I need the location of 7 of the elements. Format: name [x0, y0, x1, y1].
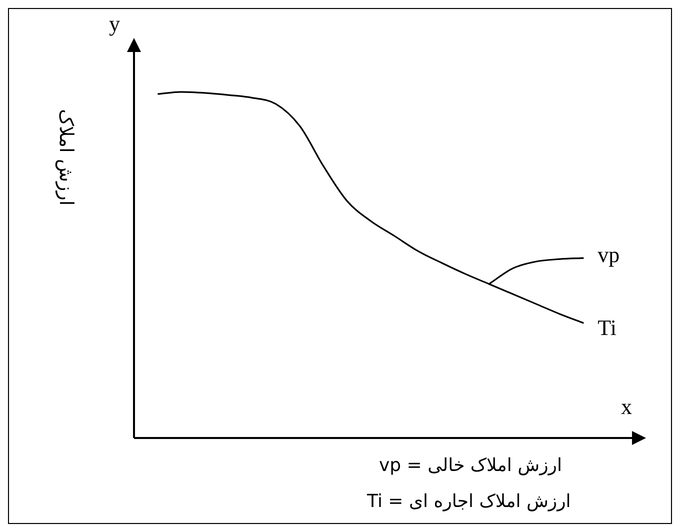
text: ارزش املاک: [55, 109, 77, 206]
text: vp = ارزش املاک خالی: [379, 455, 562, 476]
series-label: vp: [598, 242, 620, 267]
x-axis-title: x: [621, 394, 632, 420]
text: Ti = ارزش املاک اجاره ای: [367, 491, 571, 512]
y-axis-title: y: [109, 11, 120, 37]
series-label: Ti: [598, 314, 616, 340]
